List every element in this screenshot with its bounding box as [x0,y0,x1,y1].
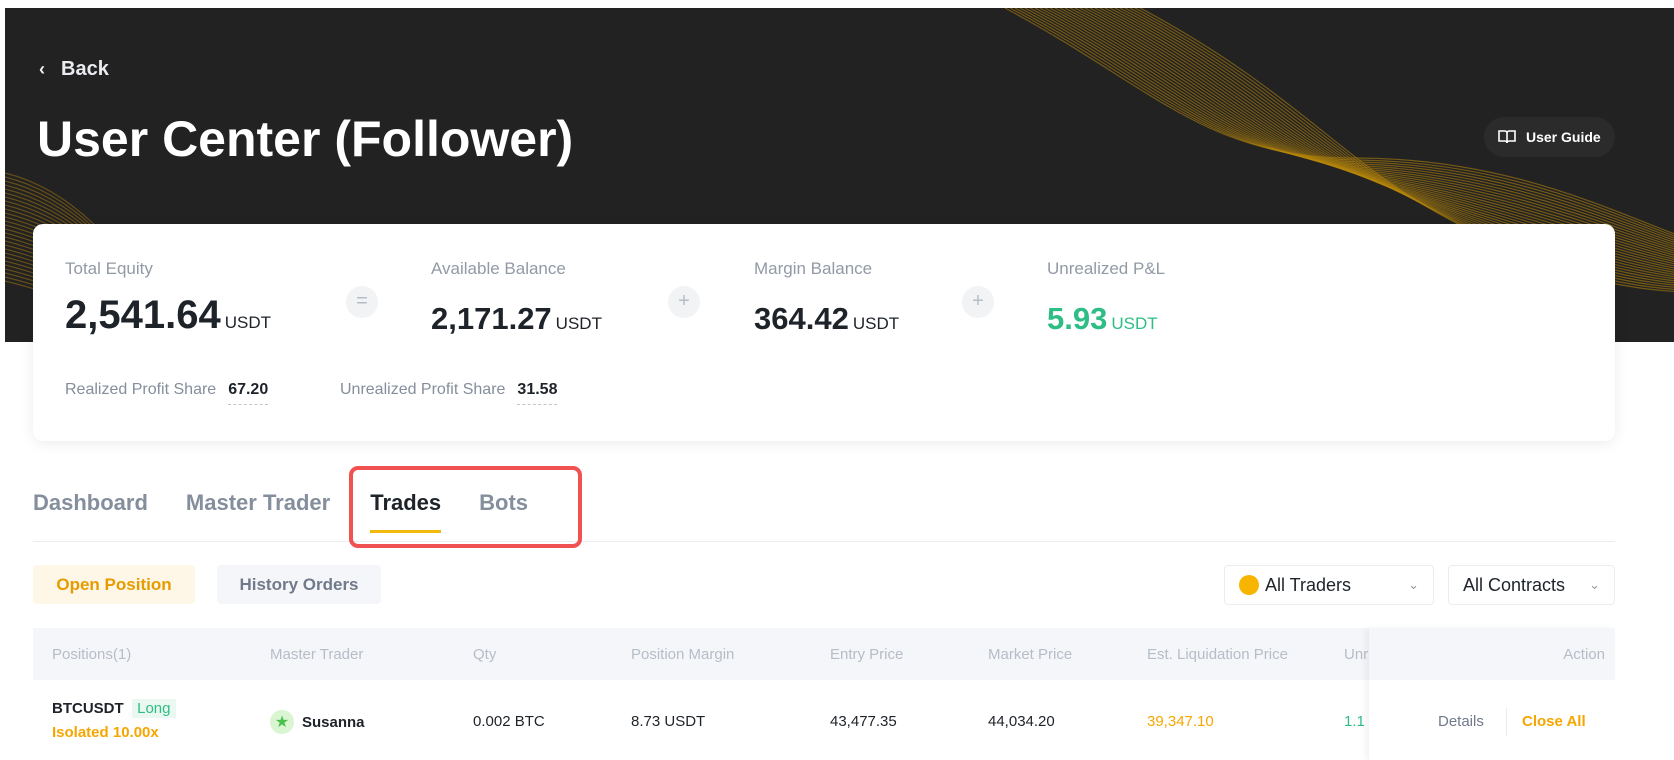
col-market-price: Market Price [988,646,1073,663]
trader-name: Susanna [302,713,365,731]
plus-icon: + [668,286,700,318]
trader-avatar: ★ [270,710,294,734]
equals-icon: = [346,286,378,318]
unit: USDT [555,314,602,333]
wave-line [1004,8,1674,235]
unrealized-profit-share-label: Unrealized Profit Share [340,381,506,398]
margin-balance-label: Margin Balance [754,259,873,278]
market-price: 44,034.20 [988,713,1055,730]
margin-mode: Isolated 10.00x [52,724,159,741]
unrealized-profit-share: Unrealized Profit Share 31.58 [340,381,558,405]
available-balance: Available Balance 2,171.27 USDT [431,259,602,337]
realized-profit-share-value[interactable]: 67.20 [228,381,269,405]
unrealized-pnl: 1.1 [1344,713,1365,730]
realized-profit-share: Realized Profit Share 67.20 [65,381,269,405]
available-balance-label: Available Balance [431,259,566,278]
action-divider [1506,708,1507,736]
table-row: BTCUSDT Long Isolated 10.00x ★ Susanna 0… [33,680,1615,760]
unit: USDT [852,314,900,333]
back-button[interactable]: ‹ Back [39,58,109,81]
unrealized-pnl-label: Unrealized P&L [1047,259,1166,278]
position-margin: 8.73 USDT [631,713,706,730]
col-action: Action [1563,646,1605,663]
highlight-box [349,466,582,548]
unit: USDT [224,313,271,332]
tab-master-trader[interactable]: Master Trader [185,490,331,515]
traders-icon [1239,575,1259,595]
main-tabs: Dashboard Master Trader Trades Bots [33,490,566,533]
unrealized-profit-share-value[interactable]: 31.58 [517,381,558,405]
position-cell: BTCUSDT Long Isolated 10.00x [52,699,176,741]
margin-balance: Margin Balance 364.42 USDT [754,259,899,337]
plus-icon: + [962,286,994,318]
col-qty: Qty [473,646,497,663]
tab-dashboard[interactable]: Dashboard [33,490,148,515]
unrealized-pnl-value: 5.93 [1047,301,1108,336]
equity-summary-card: Total Equity 2,541.64 USDT = Available Ba… [33,224,1615,441]
traders-filter-value: All Traders [1265,574,1352,595]
symbol: BTCUSDT [52,700,124,717]
master-trader-cell[interactable]: ★ Susanna [270,710,365,734]
col-positions: Positions(1) [52,646,132,663]
contracts-filter-value: All Contracts [1463,574,1566,595]
chevron-down-icon: ⌄ [1408,577,1419,592]
col-master-trader: Master Trader [270,646,364,663]
page-title: User Center (Follower) [37,111,574,167]
wave-line [1014,8,1674,239]
user-guide-button[interactable]: User Guide [1484,117,1615,157]
details-link[interactable]: Details [1438,713,1484,730]
traders-filter-dropdown[interactable]: All Traders ⌄ [1224,565,1434,605]
realized-profit-share-label: Realized Profit Share [65,381,217,398]
col-position-margin: Position Margin [631,646,735,663]
qty: 0.002 BTC [473,713,545,730]
wave-line [1009,8,1674,237]
user-guide-label: User Guide [1526,129,1601,145]
tab-bots[interactable]: Bots [479,490,529,515]
side-badge: Long [132,699,176,718]
total-equity: Total Equity 2,541.64 USDT [65,259,271,338]
col-est-liquidation-price: Est. Liquidation Price [1147,646,1288,663]
close-all-button[interactable]: Close All [1522,713,1586,730]
book-icon [1498,130,1516,144]
total-equity-label: Total Equity [65,259,153,278]
col-unrealized: Unr [1344,646,1369,663]
unrealized-pnl: Unrealized P&L 5.93 USDT [1047,259,1165,337]
entry-price: 43,477.35 [830,713,897,730]
liquidation-price: 39,347.10 [1147,713,1214,730]
chevron-left-icon: ‹ [39,59,45,79]
back-label: Back [61,58,109,80]
unit: USDT [1111,314,1158,333]
tab-trades[interactable]: Trades [370,490,442,533]
table-header: Positions(1) Master Trader Qty Position … [33,628,1615,680]
available-balance-value: 2,171.27 [431,301,552,336]
open-position-button[interactable]: Open Position [33,565,195,604]
history-orders-button[interactable]: History Orders [217,565,381,604]
chevron-down-icon: ⌄ [1589,577,1600,592]
total-equity-value: 2,541.64 [65,293,221,337]
col-entry-price: Entry Price [830,646,904,663]
tabs-divider [33,541,1615,542]
margin-balance-value: 364.42 [754,301,849,336]
action-column: Action Details Close All [1369,628,1615,760]
contracts-filter-dropdown[interactable]: All Contracts ⌄ [1448,565,1615,605]
